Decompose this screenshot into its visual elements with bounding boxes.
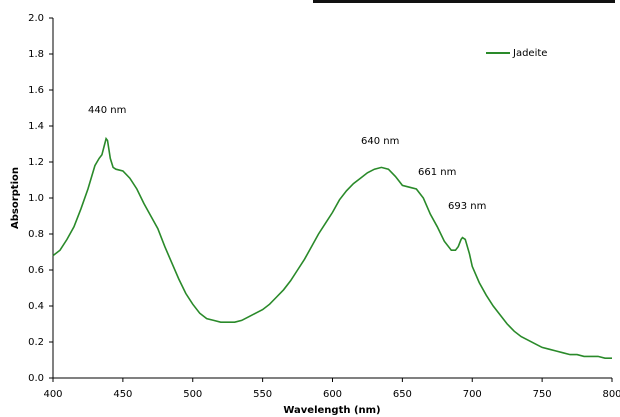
y-tick-label: 0.4	[28, 301, 44, 312]
x-tick-label: 500	[183, 389, 202, 400]
y-tick-label: 1.6	[28, 85, 44, 96]
y-tick-label: 1.2	[28, 157, 44, 168]
y-tick-label: 0.8	[28, 229, 44, 240]
y-tick-label: 1.8	[28, 49, 44, 60]
x-tick-label: 550	[253, 389, 272, 400]
x-tick-label: 400	[43, 389, 62, 400]
y-axis-label: Absorption	[10, 167, 21, 229]
x-tick-label: 650	[393, 389, 412, 400]
x-tick-label: 800	[602, 389, 620, 400]
y-tick-label: 0.6	[28, 265, 44, 276]
legend-label: Jadeite	[512, 48, 547, 59]
x-axis-label: Wavelength (nm)	[283, 405, 380, 416]
x-tick-label: 700	[463, 389, 482, 400]
annotation: 440 nm	[88, 105, 126, 116]
y-tick-label: 1.0	[28, 193, 44, 204]
y-tick-label: 1.4	[28, 121, 44, 132]
y-tick-label: 0.0	[28, 373, 44, 384]
x-tick-label: 600	[323, 389, 342, 400]
annotation: 661 nm	[418, 167, 456, 178]
annotation: 640 nm	[361, 136, 399, 147]
series-line	[52, 136, 612, 359]
x-tick-label: 750	[533, 389, 552, 400]
x-tick-label: 450	[113, 389, 132, 400]
top-bar	[313, 0, 615, 3]
annotation: 693 nm	[448, 201, 486, 212]
y-tick-label: 2.0	[28, 13, 44, 24]
y-tick-label: 0.2	[28, 337, 44, 348]
